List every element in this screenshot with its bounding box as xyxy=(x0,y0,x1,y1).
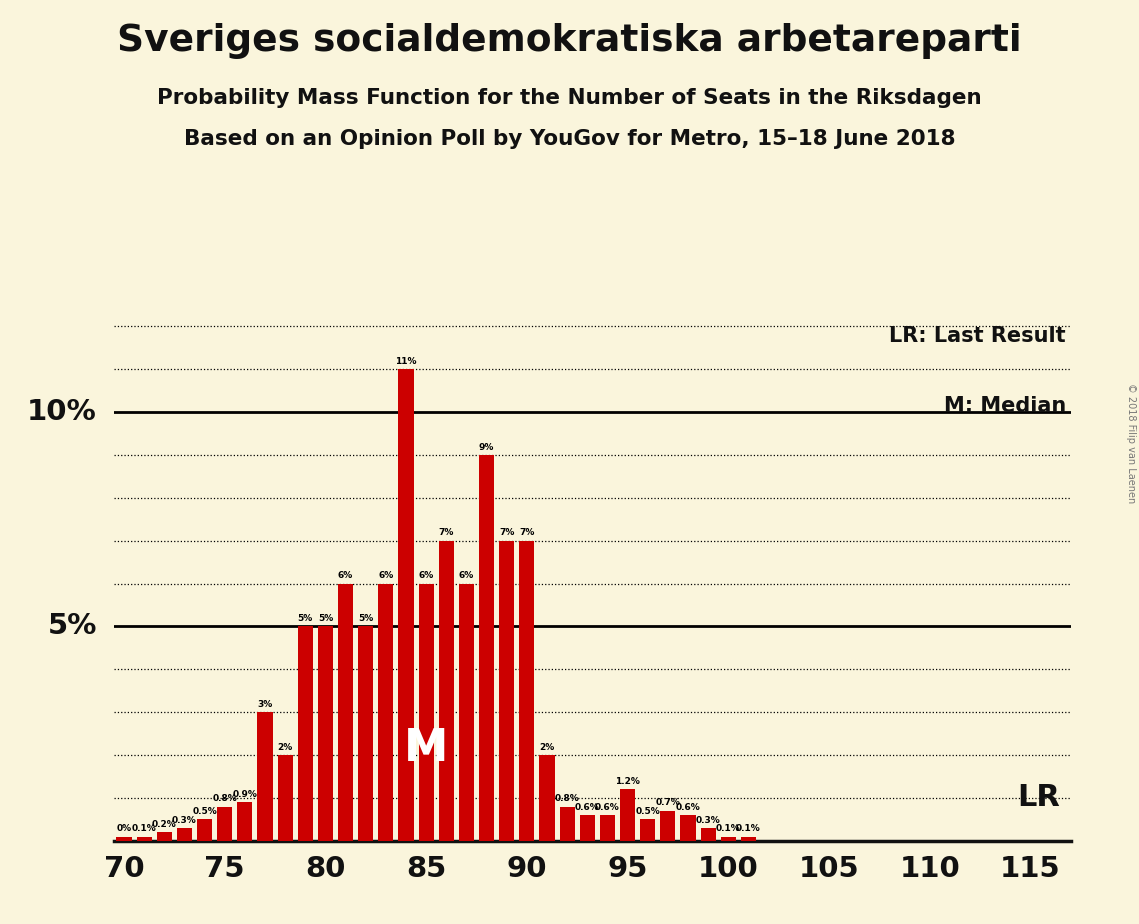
Bar xyxy=(499,541,514,841)
Text: 0.3%: 0.3% xyxy=(172,816,197,824)
Text: Probability Mass Function for the Number of Seats in the Riksdagen: Probability Mass Function for the Number… xyxy=(157,88,982,108)
Text: 2%: 2% xyxy=(278,743,293,751)
Text: 0.7%: 0.7% xyxy=(655,798,680,808)
Text: 2%: 2% xyxy=(540,743,555,751)
Text: 0.8%: 0.8% xyxy=(555,794,580,803)
Bar xyxy=(358,626,374,841)
Bar xyxy=(116,836,131,841)
Bar xyxy=(197,820,212,841)
Bar xyxy=(680,815,696,841)
Text: Based on an Opinion Poll by YouGov for Metro, 15–18 June 2018: Based on an Opinion Poll by YouGov for M… xyxy=(183,129,956,150)
Text: 0.5%: 0.5% xyxy=(636,807,659,816)
Text: 5%: 5% xyxy=(358,614,374,623)
Bar xyxy=(459,584,474,841)
Bar xyxy=(540,755,555,841)
Bar xyxy=(278,755,293,841)
Text: 0.6%: 0.6% xyxy=(575,803,599,811)
Bar xyxy=(218,807,232,841)
Bar xyxy=(378,584,393,841)
Bar xyxy=(318,626,333,841)
Text: 0.9%: 0.9% xyxy=(232,790,257,799)
Text: 9%: 9% xyxy=(478,443,494,452)
Bar xyxy=(137,836,151,841)
Text: 0.2%: 0.2% xyxy=(151,820,177,829)
Text: 1.2%: 1.2% xyxy=(615,777,640,786)
Bar xyxy=(740,836,756,841)
Bar xyxy=(257,712,272,841)
Bar xyxy=(237,802,253,841)
Bar xyxy=(580,815,595,841)
Bar xyxy=(700,828,715,841)
Text: 6%: 6% xyxy=(378,571,393,580)
Text: 0.6%: 0.6% xyxy=(595,803,620,811)
Text: 0.1%: 0.1% xyxy=(132,824,156,833)
Bar xyxy=(600,815,615,841)
Text: 0.1%: 0.1% xyxy=(736,824,761,833)
Text: 3%: 3% xyxy=(257,699,272,709)
Text: 5%: 5% xyxy=(318,614,333,623)
Bar xyxy=(519,541,534,841)
Bar xyxy=(480,455,494,841)
Bar xyxy=(640,820,655,841)
Text: 0%: 0% xyxy=(116,824,131,833)
Bar xyxy=(157,833,172,841)
Bar xyxy=(559,807,575,841)
Text: 6%: 6% xyxy=(338,571,353,580)
Text: 0.5%: 0.5% xyxy=(192,807,216,816)
Bar xyxy=(418,584,434,841)
Text: M: M xyxy=(404,727,449,770)
Bar xyxy=(439,541,453,841)
Text: Sveriges socialdemokratiska arbetareparti: Sveriges socialdemokratiska arbetarepart… xyxy=(117,23,1022,59)
Bar xyxy=(177,828,192,841)
Text: LR: Last Result: LR: Last Result xyxy=(890,326,1066,346)
Text: 0.3%: 0.3% xyxy=(696,816,721,824)
Bar xyxy=(399,370,413,841)
Text: 5%: 5% xyxy=(48,613,97,640)
Text: M: Median: M: Median xyxy=(943,396,1066,416)
Text: 0.8%: 0.8% xyxy=(212,794,237,803)
Text: © 2018 Filip van Laenen: © 2018 Filip van Laenen xyxy=(1126,383,1136,504)
Text: 7%: 7% xyxy=(439,529,454,537)
Bar xyxy=(721,836,736,841)
Bar xyxy=(297,626,313,841)
Bar xyxy=(661,811,675,841)
Text: LR: LR xyxy=(1018,784,1060,812)
Bar xyxy=(338,584,353,841)
Text: 11%: 11% xyxy=(395,357,417,366)
Text: 6%: 6% xyxy=(459,571,474,580)
Text: 7%: 7% xyxy=(519,529,534,537)
Text: 0.1%: 0.1% xyxy=(716,824,740,833)
Text: 5%: 5% xyxy=(297,614,313,623)
Text: 0.6%: 0.6% xyxy=(675,803,700,811)
Text: 6%: 6% xyxy=(418,571,434,580)
Text: 7%: 7% xyxy=(499,529,515,537)
Text: 10%: 10% xyxy=(27,398,97,426)
Bar xyxy=(620,789,636,841)
